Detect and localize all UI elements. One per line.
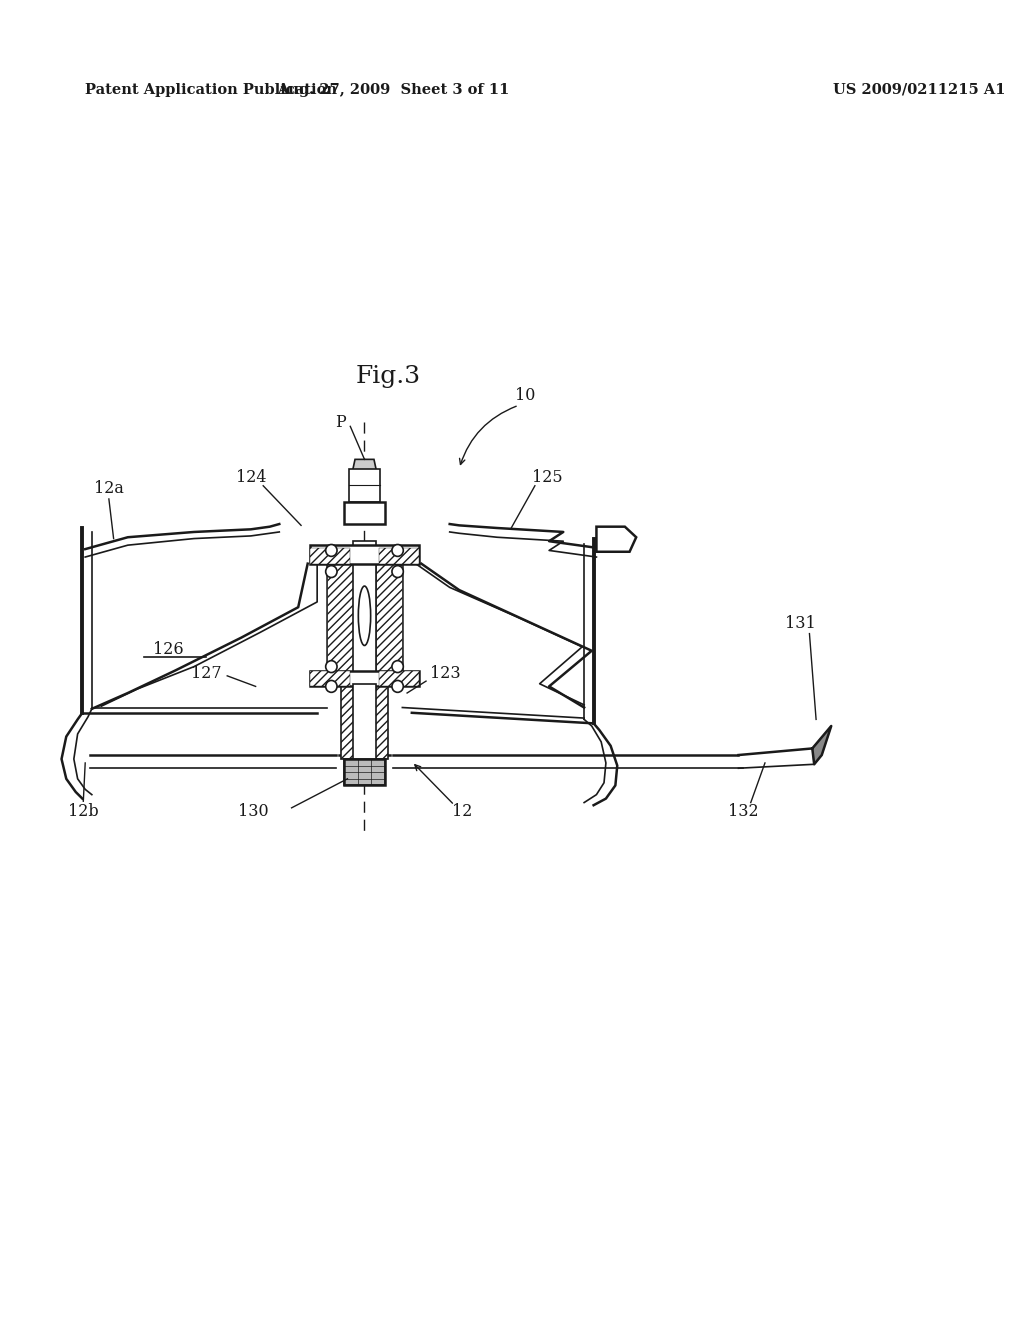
Polygon shape [352, 459, 377, 473]
Text: Patent Application Publication: Patent Application Publication [85, 83, 337, 96]
Text: Aug. 27, 2009  Sheet 3 of 11: Aug. 27, 2009 Sheet 3 of 11 [276, 83, 509, 96]
Polygon shape [379, 548, 420, 564]
Polygon shape [349, 469, 380, 502]
Text: 12: 12 [452, 804, 472, 820]
Polygon shape [327, 548, 402, 684]
Text: 12b: 12b [68, 804, 98, 820]
Polygon shape [341, 684, 388, 759]
Text: 130: 130 [239, 804, 269, 820]
Text: 124: 124 [236, 470, 266, 486]
Text: 125: 125 [531, 470, 562, 486]
Polygon shape [327, 548, 353, 684]
Text: P: P [336, 414, 346, 430]
Text: 12a: 12a [94, 480, 124, 496]
Polygon shape [376, 548, 402, 684]
Ellipse shape [326, 660, 337, 673]
Text: Fig.3: Fig.3 [355, 364, 421, 388]
Text: 123: 123 [430, 665, 460, 681]
Ellipse shape [392, 544, 403, 557]
Ellipse shape [392, 681, 403, 693]
Ellipse shape [392, 660, 403, 673]
Ellipse shape [392, 565, 403, 578]
Ellipse shape [326, 681, 337, 693]
Polygon shape [353, 541, 376, 690]
Text: 131: 131 [784, 615, 815, 631]
Text: 126: 126 [154, 642, 184, 657]
Text: 10: 10 [515, 388, 536, 404]
Polygon shape [379, 671, 420, 686]
Polygon shape [353, 473, 376, 512]
Polygon shape [309, 545, 420, 564]
Polygon shape [344, 502, 385, 524]
Polygon shape [309, 671, 420, 686]
Polygon shape [596, 527, 636, 552]
Text: 132: 132 [728, 804, 759, 820]
Polygon shape [353, 684, 376, 766]
Text: 127: 127 [191, 665, 222, 681]
Ellipse shape [326, 565, 337, 578]
Polygon shape [344, 759, 385, 785]
Ellipse shape [326, 544, 337, 557]
Polygon shape [309, 671, 350, 686]
Ellipse shape [358, 586, 371, 645]
Polygon shape [812, 726, 831, 764]
Polygon shape [309, 548, 350, 564]
Text: US 2009/0211215 A1: US 2009/0211215 A1 [834, 83, 1006, 96]
